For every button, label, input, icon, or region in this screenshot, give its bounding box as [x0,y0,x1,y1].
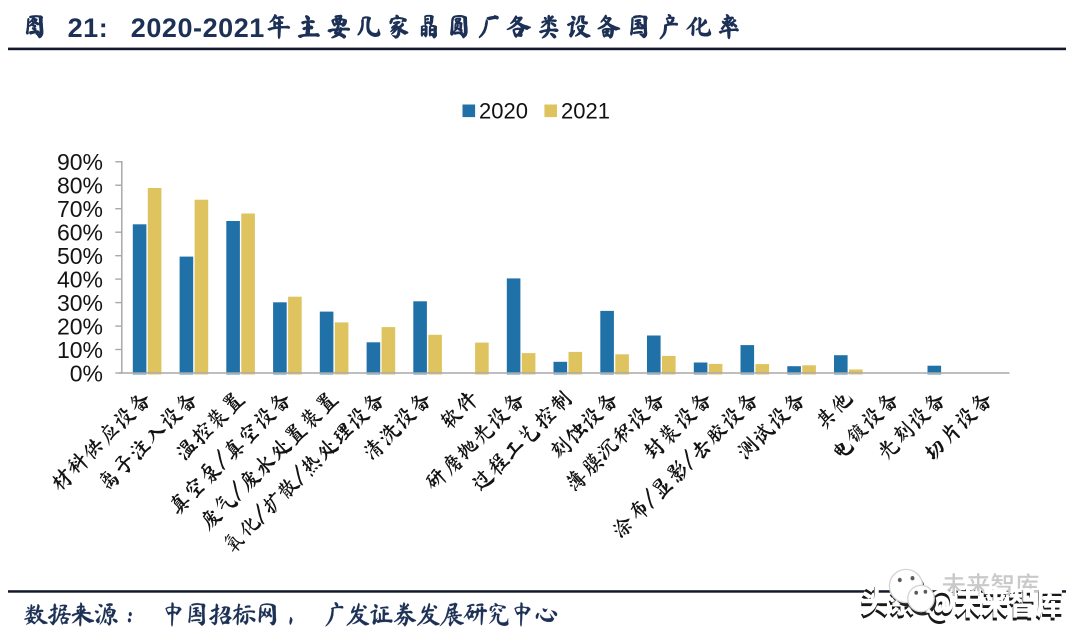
svg-text:2020-2021: 2020-2021 [131,13,265,43]
svg-text:21:: 21: [68,13,109,43]
svg-text:80%: 80% [57,173,103,199]
svg-text:10%: 10% [57,337,103,363]
svg-text:30%: 30% [57,290,103,316]
svg-text:2021: 2021 [561,99,610,124]
svg-text:40%: 40% [57,266,103,292]
svg-text:70%: 70% [57,196,103,222]
svg-text:90%: 90% [57,149,103,175]
svg-text:50%: 50% [57,243,103,269]
svg-text:20%: 20% [57,313,103,339]
svg-text:60%: 60% [57,220,103,246]
svg-text:2020: 2020 [479,99,528,124]
svg-text:0%: 0% [70,360,103,386]
